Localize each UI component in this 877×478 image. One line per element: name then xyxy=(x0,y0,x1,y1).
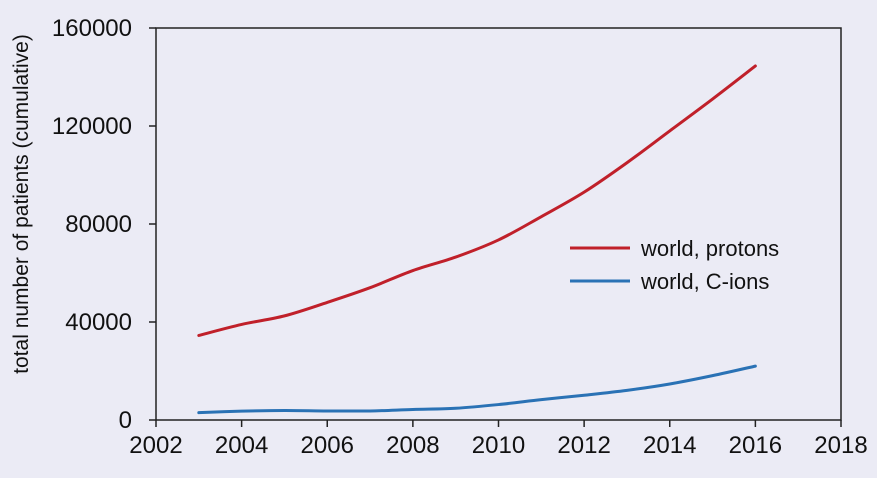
x-tick-label: 2006 xyxy=(301,432,354,459)
legend-label: world, C-ions xyxy=(640,269,769,294)
x-tick-label: 2008 xyxy=(386,432,439,459)
plot-frame xyxy=(155,27,842,421)
x-tick-label: 2010 xyxy=(472,432,525,459)
series-line-world-protons xyxy=(197,64,757,337)
legend: world, protons world, C-ions xyxy=(570,236,779,294)
x-tick-label: 2016 xyxy=(729,432,782,459)
x-tick-label: 2004 xyxy=(215,432,268,459)
y-tick-label: 0 xyxy=(119,407,132,434)
y-axis: 0 40000 80000 120000 160000 xyxy=(52,15,156,434)
x-tick-label: 2014 xyxy=(643,432,696,459)
y-tick-label: 40000 xyxy=(65,309,132,336)
y-tick-label: 120000 xyxy=(52,113,132,140)
x-axis: 2002 2004 2006 2008 2010 2012 2014 2016 2018 xyxy=(129,420,868,459)
y-tick-label: 80000 xyxy=(65,211,132,238)
x-tick-label: 2012 xyxy=(557,432,610,459)
series-line-world-c-ions xyxy=(197,364,757,415)
plot-border xyxy=(155,27,842,421)
x-tick-label: 2018 xyxy=(814,432,867,459)
legend-label: world, protons xyxy=(640,236,779,261)
series-layer xyxy=(197,64,757,415)
y-tick-label: 160000 xyxy=(52,15,132,42)
x-tick-label: 2002 xyxy=(129,432,182,459)
y-axis-title: total number of patients (cumulative) xyxy=(10,34,33,374)
